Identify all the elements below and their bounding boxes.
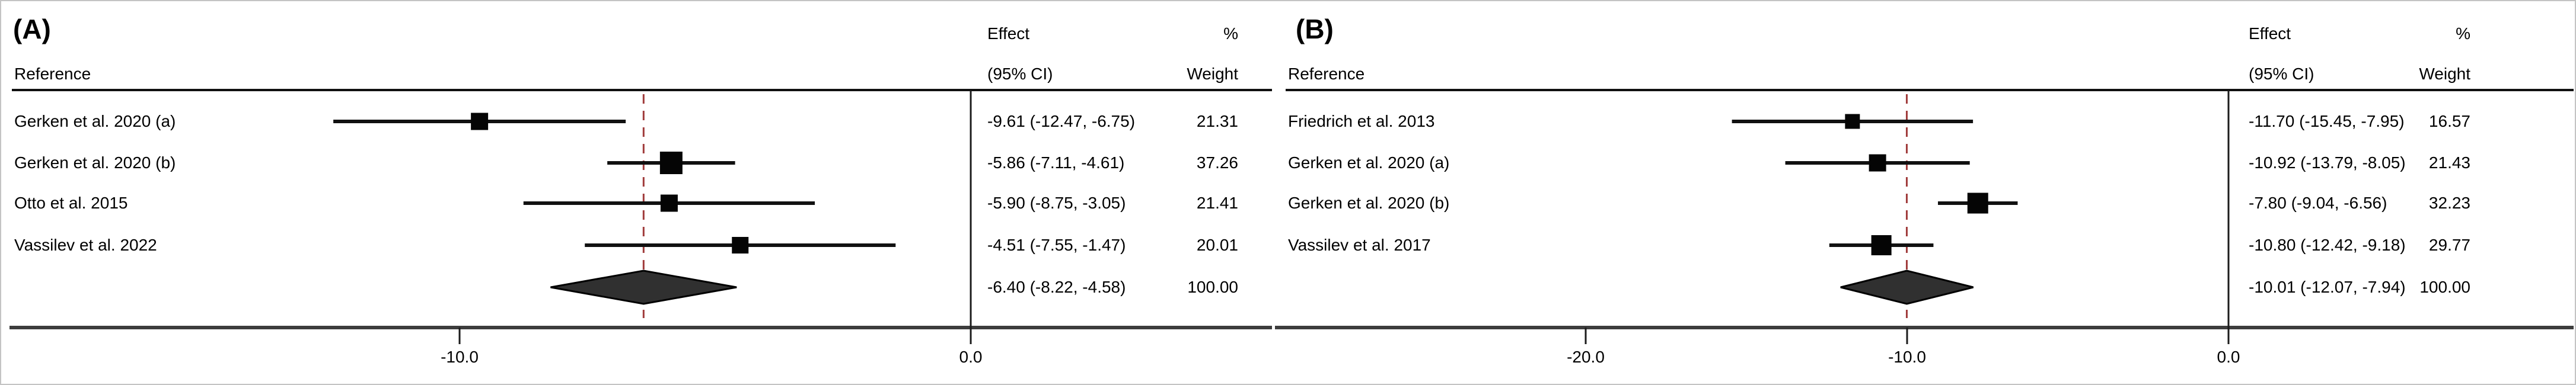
effect-column-header-line2: (95% CI) [2249,65,2314,83]
study-effect-value: -11.70 (-15.45, -7.95) [2249,112,2405,130]
axis-tick-label: 0.0 [2217,348,2240,366]
study-marker [660,194,678,212]
reference-column-header: Reference [1288,65,1365,83]
panel-title: (A) [13,14,51,44]
overall-effect-value: -10.01 (-12.07, -7.94) [2249,278,2406,296]
study-effect-value: -10.92 (-13.79, -8.05) [2249,153,2406,172]
weight-column-header: Weight [1187,65,1238,83]
weight-column-header: Weight [2419,65,2470,83]
study-label: Vassilev et al. 2022 [14,236,157,254]
study-weight-value: 37.26 [1196,153,1238,172]
study-marker [1845,114,1860,129]
study-weight-value: 32.23 [2428,194,2470,212]
study-weight-value: 21.43 [2428,153,2470,172]
study-label: Otto et al. 2015 [14,194,128,212]
percent-column-header: % [1223,24,1238,43]
study-effect-value: -5.86 (-7.11, -4.61) [987,153,1125,172]
study-weight-value: 16.57 [2428,112,2470,130]
study-label: Vassilev et al. 2017 [1288,236,1431,254]
study-label: Friedrich et al. 2013 [1288,112,1435,130]
study-label: Gerken et al. 2020 (b) [14,153,176,172]
study-weight-value: 21.41 [1196,194,1238,212]
study-weight-value: 21.31 [1196,112,1238,130]
percent-column-header: % [2456,24,2470,43]
study-marker [471,113,489,130]
overall-effect-value: -6.40 (-8.22, -4.58) [987,278,1126,296]
study-effect-value: -4.51 (-7.55, -1.47) [987,236,1126,254]
reference-column-header: Reference [14,65,91,83]
study-weight-value: 20.01 [1196,236,1238,254]
overall-weight-value: 100.00 [1187,278,1238,296]
study-effect-value: -10.80 (-12.42, -9.18) [2249,236,2406,254]
study-effect-value: -9.61 (-12.47, -6.75) [987,112,1136,130]
study-marker [659,152,683,174]
axis-tick-label: -20.0 [1567,348,1605,366]
overall-diamond [550,270,737,305]
study-label: Gerken et al. 2020 (b) [1288,194,1450,212]
panel-title: (B) [1296,14,1334,44]
axis-tick-label: -10.0 [441,348,479,366]
study-label: Gerken et al. 2020 (a) [1288,153,1450,172]
axis-tick-label: -10.0 [1888,348,1926,366]
study-label: Gerken et al. 2020 (a) [14,112,176,130]
study-marker [1869,154,1886,172]
effect-column-header-line1: Effect [2249,24,2291,43]
study-marker [732,237,749,254]
overall-weight-value: 100.00 [2419,278,2470,296]
study-weight-value: 29.77 [2428,236,2470,254]
overall-diamond [1840,270,1974,305]
study-effect-value: -7.80 (-9.04, -6.56) [2249,194,2387,212]
effect-column-header-line2: (95% CI) [987,65,1053,83]
study-marker [1967,192,1988,214]
study-effect-value: -5.90 (-8.75, -3.05) [987,194,1126,212]
effect-column-header-line1: Effect [987,24,1030,43]
axis-tick-label: 0.0 [959,348,983,366]
study-marker [1871,235,1892,255]
